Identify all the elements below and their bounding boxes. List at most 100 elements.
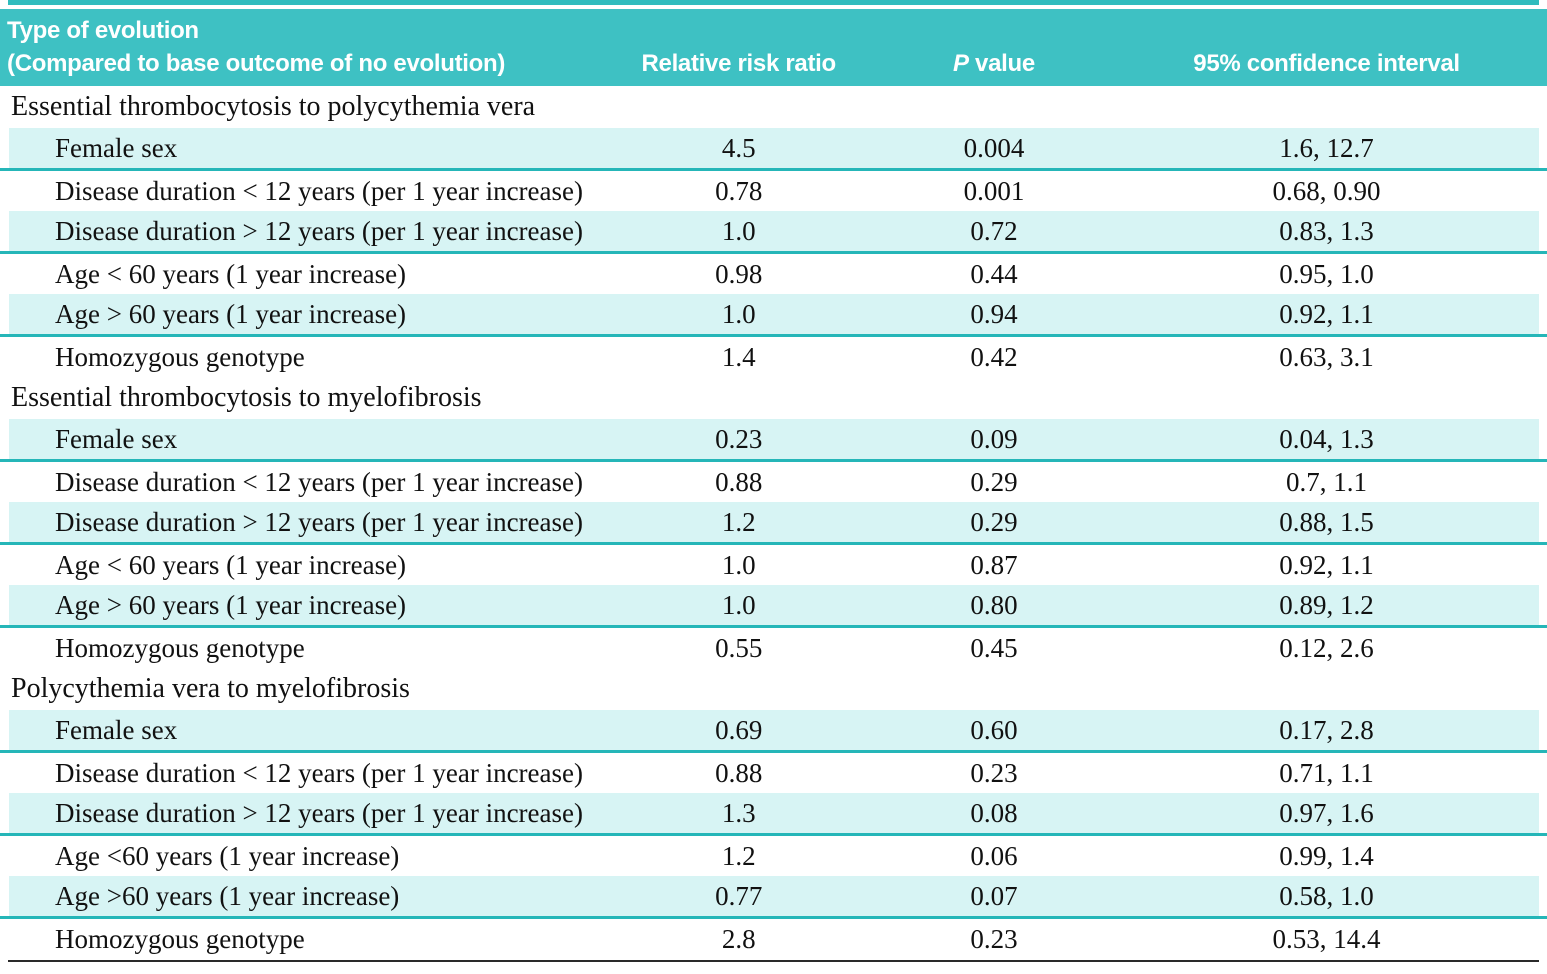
cell-confidence-interval: 0.12, 2.6: [1279, 632, 1374, 663]
cell-confidence-interval: 0.92, 1.1: [1106, 294, 1547, 337]
table-row: Homozygous genotype 0.55 0.45 0.12, 2.6: [0, 627, 1547, 669]
table-row: Homozygous genotype 2.8 0.23 0.53, 14.4: [0, 918, 1547, 960]
row-label: Homozygous genotype: [55, 923, 305, 954]
column-header-ci-label: 95% confidence interval: [1193, 50, 1460, 77]
cell-confidence-interval: 0.88, 1.5: [1106, 502, 1547, 545]
cell-confidence-interval: 0.17, 2.8: [1106, 710, 1547, 753]
column-header-relative-risk-ratio: Relative risk ratio: [596, 9, 882, 86]
section-title: Essential thrombocytosis to myelofibrosi…: [0, 377, 1547, 419]
cell-p-value: 0.23: [970, 923, 1018, 954]
table-row: Disease duration > 12 years (per 1 year …: [0, 211, 1547, 254]
section-title: Polycythemia vera to myelofibrosis: [0, 668, 1547, 710]
cell-relative-risk-ratio: 0.98: [715, 258, 763, 289]
cell-confidence-interval: 0.71, 1.1: [1279, 757, 1374, 788]
cell-p-value: 0.06: [970, 840, 1018, 871]
cell-confidence-interval: 1.6, 12.7: [1106, 128, 1547, 171]
table-row: Age > 60 years (1 year increase) 1.0 0.94 0…: [0, 294, 1547, 337]
cell-p-value: 0.08: [881, 793, 1107, 836]
row-label: Disease duration > 12 years (per 1 year …: [0, 211, 596, 254]
top-gap: [0, 5, 1547, 9]
cell-p-value: 0.44: [970, 258, 1018, 289]
cell-confidence-interval: 0.68, 0.90: [1272, 175, 1381, 206]
table-row: Age <60 years (1 year increase) 1.2 0.06 0.…: [0, 835, 1547, 877]
section-title-row: Essential thrombocytosis to polycythemia…: [0, 86, 1547, 128]
row-label: Female sex: [0, 710, 596, 753]
table-row: Female sex 0.69 0.60 0.17, 2.8: [0, 710, 1547, 753]
cell-relative-risk-ratio: 0.88: [715, 757, 763, 788]
cell-p-value: 0.42: [970, 341, 1018, 372]
table-row: Age >60 years (1 year increase) 0.77 0.07 0…: [0, 876, 1547, 919]
cell-confidence-interval: 0.53, 14.4: [1272, 923, 1381, 954]
cell-confidence-interval: 0.04, 1.3: [1106, 419, 1547, 462]
cell-confidence-interval: 0.92, 1.1: [1279, 549, 1374, 580]
cell-relative-risk-ratio: 1.0: [595, 211, 882, 254]
table-row: Disease duration < 12 years (per 1 year …: [0, 170, 1547, 212]
table-header: Type of evolution (Compared to base outc…: [0, 9, 1547, 86]
row-label: Disease duration < 12 years (per 1 year …: [55, 466, 583, 497]
row-label: Disease duration > 12 years (per 1 year …: [0, 502, 596, 545]
cell-p-value: 0.87: [970, 549, 1018, 580]
cell-confidence-interval: 0.7, 1.1: [1286, 466, 1368, 497]
header-title-line1: Type of evolution: [7, 17, 199, 44]
cell-relative-risk-ratio: 0.78: [715, 175, 763, 206]
p-value-rest: value: [968, 50, 1035, 77]
row-label: Homozygous genotype: [55, 632, 305, 663]
section-title-row: Essential thrombocytosis to myelofibrosi…: [0, 377, 1547, 419]
row-label: Age > 60 years (1 year increase): [0, 585, 596, 628]
cell-p-value: 0.80: [881, 585, 1107, 628]
cell-p-value: 0.60: [881, 710, 1107, 753]
cell-confidence-interval: 0.99, 1.4: [1279, 840, 1374, 871]
p-value-italic-p: P: [952, 50, 969, 77]
cell-relative-risk-ratio: 0.23: [595, 419, 882, 462]
cell-p-value: 0.07: [881, 876, 1107, 919]
header-label-column: Type of evolution (Compared to base outc…: [0, 9, 596, 86]
cell-confidence-interval: 0.58, 1.0: [1106, 876, 1547, 919]
table-row: Disease duration < 12 years (per 1 year …: [0, 752, 1547, 794]
row-label: Homozygous genotype: [55, 341, 305, 372]
cell-p-value: 0.29: [970, 466, 1018, 497]
row-label: Age <60 years (1 year increase): [55, 840, 400, 871]
section-title-row: Polycythemia vera to myelofibrosis: [0, 668, 1547, 710]
table-row: Disease duration > 12 years (per 1 year …: [0, 502, 1547, 545]
bottom-rule: [8, 960, 1539, 962]
cell-relative-risk-ratio: 2.8: [721, 923, 756, 954]
cell-p-value: 0.004: [881, 128, 1107, 171]
cell-confidence-interval: 0.89, 1.2: [1106, 585, 1547, 628]
table-row: Age < 60 years (1 year increase) 1.0 0.87 0…: [0, 544, 1547, 586]
cell-confidence-interval: 0.63, 3.1: [1279, 341, 1374, 372]
cell-p-value: 0.94: [881, 294, 1107, 337]
row-label: Age < 60 years (1 year increase): [55, 258, 407, 289]
cell-p-value: 0.45: [970, 632, 1018, 663]
table-body: Essential thrombocytosis to polycythemia…: [0, 86, 1547, 959]
column-header-rrr-label: Relative risk ratio: [641, 50, 836, 77]
header-title-line2: (Compared to base outcome of no evolutio…: [7, 50, 506, 78]
column-header-confidence-interval: 95% confidence interval: [1106, 9, 1547, 86]
cell-relative-risk-ratio: 0.69: [595, 710, 882, 753]
cell-relative-risk-ratio: 1.4: [721, 341, 756, 372]
cell-relative-risk-ratio: 1.3: [595, 793, 882, 836]
cell-relative-risk-ratio: 1.0: [595, 585, 882, 628]
row-label: Disease duration < 12 years (per 1 year …: [55, 175, 583, 206]
cell-relative-risk-ratio: 1.0: [721, 549, 756, 580]
cell-p-value: 0.29: [881, 502, 1107, 545]
cell-relative-risk-ratio: 1.2: [595, 502, 882, 545]
table-row: Disease duration < 12 years (per 1 year …: [0, 461, 1547, 503]
row-label: Female sex: [0, 419, 596, 462]
row-label: Female sex: [0, 128, 596, 171]
cell-p-value: 0.09: [881, 419, 1107, 462]
table-row: Disease duration > 12 years (per 1 year …: [0, 793, 1547, 836]
row-label: Age > 60 years (1 year increase): [0, 294, 596, 337]
table-row: Homozygous genotype 1.4 0.42 0.63, 3.1: [0, 336, 1547, 378]
row-label: Age >60 years (1 year increase): [0, 876, 596, 919]
cell-p-value: 0.001: [963, 175, 1025, 206]
row-label: Disease duration < 12 years (per 1 year …: [55, 757, 583, 788]
table-row: Age > 60 years (1 year increase) 1.0 0.80 0…: [0, 585, 1547, 628]
cell-confidence-interval: 0.95, 1.0: [1279, 258, 1374, 289]
row-label: Age < 60 years (1 year increase): [55, 549, 407, 580]
column-header-p-value: P value: [882, 9, 1106, 86]
cell-relative-risk-ratio: 0.55: [715, 632, 763, 663]
cell-confidence-interval: 0.83, 1.3: [1106, 211, 1547, 254]
top-teal-strip: [8, 0, 1539, 5]
cell-p-value: 0.23: [970, 757, 1018, 788]
